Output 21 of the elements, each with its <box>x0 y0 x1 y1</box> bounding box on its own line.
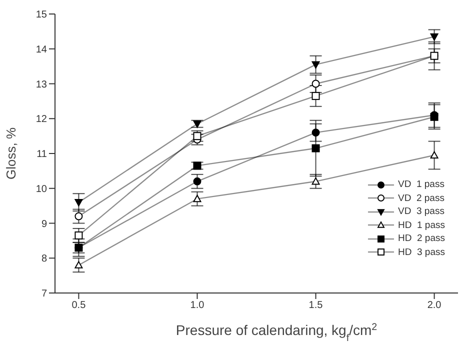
y-tick-label: 15 <box>36 10 48 21</box>
legend-label: VD 3 pass <box>398 206 444 218</box>
y-tick-label: 13 <box>36 79 48 90</box>
y-tick-label: 14 <box>36 44 48 56</box>
y-tick-label: 10 <box>36 184 48 195</box>
y-axis-title: Gloss, % <box>4 127 19 180</box>
legend-label: VD 1 pass <box>398 179 444 190</box>
y-tick-label: 7 <box>41 288 48 300</box>
y-tick-label: 9 <box>41 218 48 230</box>
x-tick-label: 1.0 <box>190 300 205 312</box>
y-tick-label: 8 <box>41 254 48 265</box>
legend-label: VD 2 pass <box>398 192 444 204</box>
x-tick-label: 1.5 <box>308 300 324 312</box>
legend-label: HD 3 pass <box>398 246 445 258</box>
x-tick-label: 2.0 <box>427 300 442 312</box>
y-tick-label: 11 <box>36 149 48 160</box>
legend-label: HD 2 pass <box>398 233 445 244</box>
x-tick-label: 0.5 <box>72 300 86 312</box>
x-axis-title: Pressure of calendaring, kg$_{f}$/cm$^{2}$ <box>176 322 378 344</box>
y-tick-label: 12 <box>36 114 48 126</box>
legend-label: HD 1 pass <box>398 220 445 231</box>
